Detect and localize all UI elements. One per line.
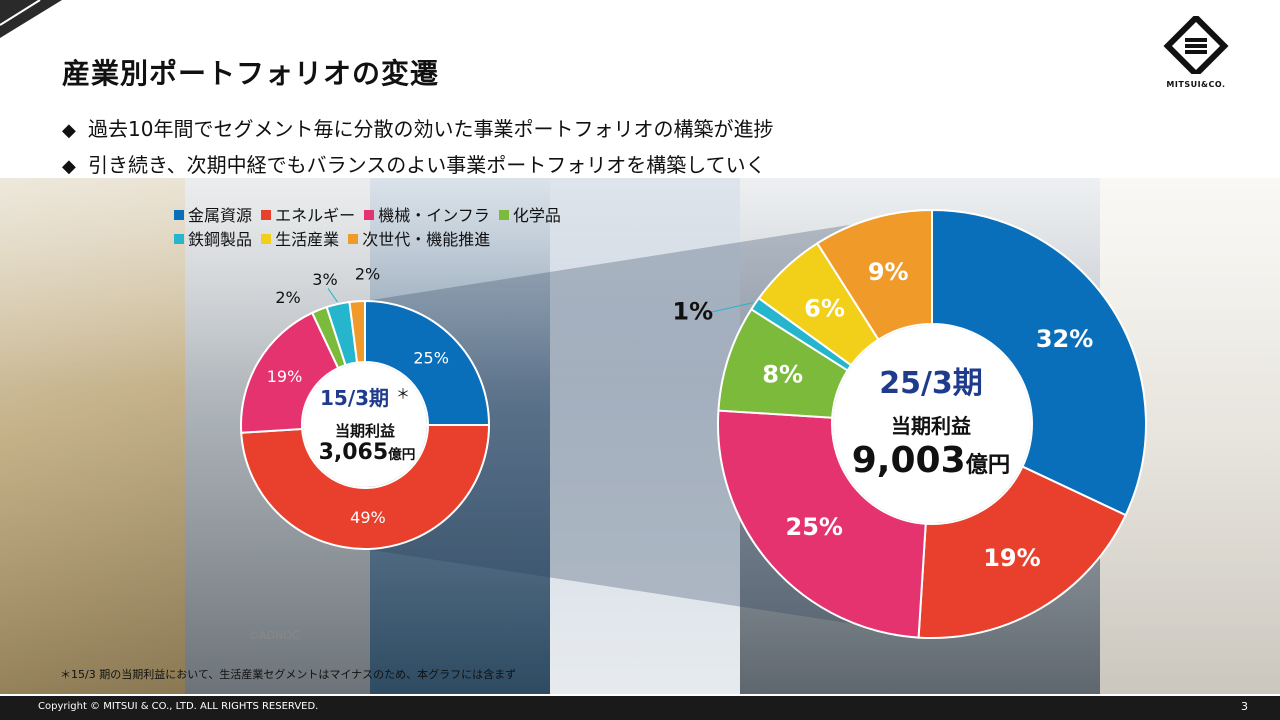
legend-label: 生活産業 (275, 230, 340, 249)
data-label: 2% (275, 288, 300, 307)
data-label: 19% (267, 367, 303, 386)
pie-slice-エネルギー (917, 465, 1127, 639)
data-label: 25% (786, 513, 843, 541)
data-label: 9% (868, 258, 909, 286)
chart-center-metric: 当期利益 (334, 422, 395, 440)
footer-bar: Copyright © MITSUI & CO., LTD. ALL RIGHT… (0, 696, 1280, 720)
pie-slice-次世代・機能推進 (815, 208, 933, 341)
slide-title: 産業別ポートフォリオの変遷 (62, 57, 440, 90)
chart-center-metric: 当期利益 (891, 414, 971, 438)
period-footnote-mark: ＊ (396, 387, 411, 403)
pie-slice-金属資源 (364, 299, 491, 426)
period-label: 15/3期 (319, 386, 390, 410)
label-leader-line (710, 302, 754, 313)
pie-slice-エネルギー (240, 424, 491, 550)
legend-item: 鉄鋼製品 (174, 228, 252, 252)
data-label: 32% (1036, 325, 1093, 353)
bullet-item: ◆ 引き続き、次期中経でもバランスのよい事業ポートフォリオを構築していく (62, 148, 773, 184)
data-label: 19% (983, 544, 1040, 572)
label-leader-line (327, 288, 338, 303)
legend-swatch (261, 234, 272, 244)
legend-item: 次世代・機能推進 (348, 228, 490, 252)
copyright-text: Copyright © MITSUI & CO., LTD. ALL RIGHT… (38, 701, 319, 712)
data-label: 1% (672, 297, 713, 325)
pie-slice-機械・インフラ (717, 409, 927, 639)
chart-legend: 金属資源 エネルギー 機械・インフラ 化学品 鉄鋼製品 生活産業 次世代・機能推… (174, 204, 565, 252)
legend-swatch (174, 210, 184, 220)
legend-label: 化学品 (512, 206, 561, 225)
legend-item: 金属資源 (174, 204, 252, 228)
total-value: 9,003 (851, 440, 966, 481)
legend-swatch (174, 234, 184, 244)
pie-slice-次世代・機能推進 (348, 299, 366, 364)
legend-label: 金属資源 (188, 206, 253, 225)
legend-label: 鉄鋼製品 (188, 230, 253, 249)
data-label: 3% (312, 270, 337, 289)
chart-center-total: 9,003億円 (836, 440, 1026, 481)
bullet-item: ◆ 過去10年間でセグメント毎に分散の効いた事業ポートフォリオの構築が進捗 (62, 112, 773, 148)
chart-center-period: 25/3期 (879, 366, 983, 401)
pie-slice-金属資源 (931, 208, 1147, 517)
legend-item: 生活産業 (261, 228, 339, 252)
diamond-bullet-icon: ◆ (62, 156, 76, 177)
data-label: 49% (350, 508, 386, 527)
legend-swatch (364, 210, 375, 220)
total-unit: 億円 (388, 447, 416, 463)
logo-text: MITSUI&CO. (1166, 80, 1226, 89)
total-unit: 億円 (965, 452, 1011, 478)
legend-label: 機械・インフラ (378, 206, 490, 225)
photo-credit: ©ADNOC (248, 629, 300, 642)
company-logo: MITSUI&CO. (1158, 13, 1234, 89)
bullet-text: 過去10年間でセグメント毎に分散の効いた事業ポートフォリオの構築が進捗 (88, 117, 774, 141)
bullet-list: ◆ 過去10年間でセグメント毎に分散の効いた事業ポートフォリオの構築が進捗 ◆ 引き… (62, 112, 773, 184)
diamond-bullet-icon: ◆ (62, 120, 76, 141)
data-label: 8% (762, 360, 803, 388)
legend-label: 次世代・機能推進 (362, 230, 491, 249)
legend-swatch (498, 210, 509, 220)
total-value: 3,065 (318, 440, 389, 465)
footnote: ＊15/3 期の当期利益において、生活産業セグメントはマイナスのため、本グラフに… (60, 668, 517, 681)
legend-item: 機械・インフラ (364, 204, 490, 228)
data-label: 2% (355, 265, 380, 284)
mitsui-logo-icon (1163, 13, 1229, 79)
data-label: 6% (804, 295, 845, 323)
legend-item: 化学品 (498, 204, 561, 228)
chart-center-total: 3,065億円 (292, 440, 442, 465)
page-number: 3 (1241, 700, 1248, 713)
legend-swatch (348, 234, 359, 244)
legend-label: エネルギー (275, 206, 356, 225)
legend-item: エネルギー (261, 204, 355, 228)
data-label: 25% (413, 348, 449, 367)
chart-center-period: 15/3期 ＊ (300, 382, 430, 411)
donut-hole (833, 325, 1031, 523)
legend-swatch (261, 210, 272, 220)
donut-hole (303, 363, 427, 487)
corner-decoration (0, 0, 62, 38)
bullet-text: 引き続き、次期中経でもバランスのよい事業ポートフォリオを構築していく (88, 153, 766, 177)
